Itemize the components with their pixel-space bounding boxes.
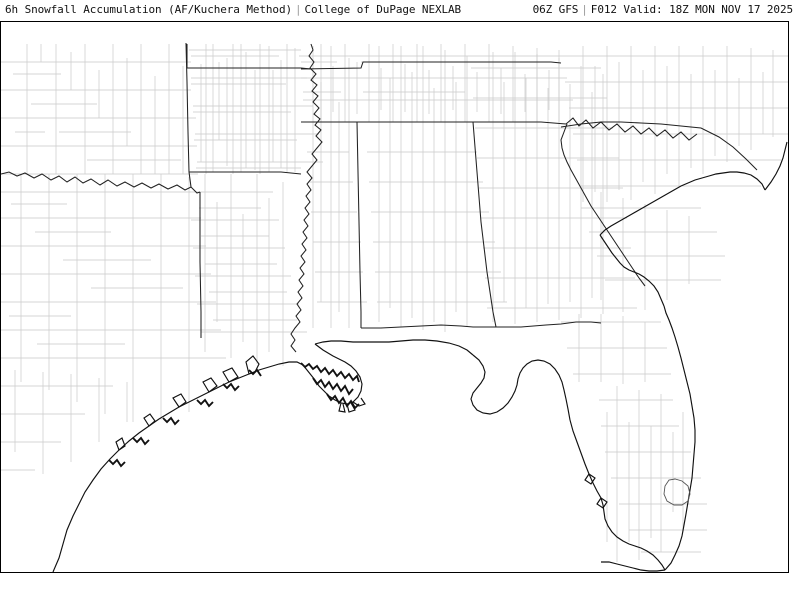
source-label: College of DuPage NEXLAB	[304, 3, 462, 16]
product-title: 6h Snowfall Accumulation (AF/Kuchera Met…	[5, 3, 292, 16]
header-left-group: 6h Snowfall Accumulation (AF/Kuchera Met…	[5, 3, 461, 17]
header-separator: |	[295, 3, 302, 16]
forecast-valid-label: F012 Valid: 18Z MON NOV 17 2025	[590, 3, 793, 16]
model-run-label: 06Z GFS	[532, 3, 579, 16]
state-boundaries-layer	[1, 42, 758, 353]
county-boundaries-layer	[1, 44, 788, 562]
coastline-layer	[52, 141, 788, 572]
map-canvas[interactable]	[1, 22, 788, 572]
coastline-detail-layer	[108, 362, 360, 468]
header-bar: 6h Snowfall Accumulation (AF/Kuchera Met…	[0, 0, 800, 21]
lake-okeechobee	[663, 478, 691, 506]
header-separator-2: |	[581, 3, 588, 16]
map-frame[interactable]	[0, 21, 789, 573]
header-right-group: 06Z GFS | F012 Valid: 18Z MON NOV 17 2025	[532, 3, 794, 17]
